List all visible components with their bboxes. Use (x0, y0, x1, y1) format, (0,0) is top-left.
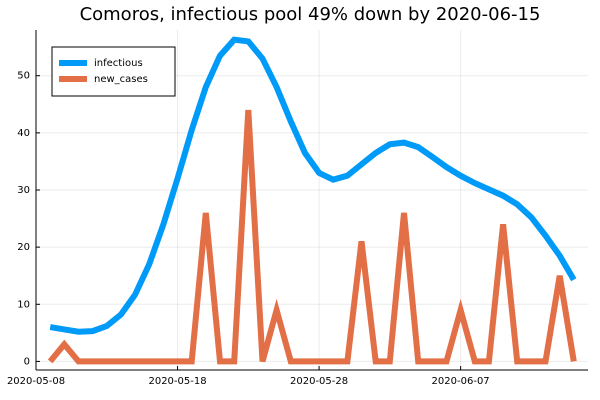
legend-label: new_cases (94, 74, 148, 85)
y-tick-label: 10 (17, 299, 30, 310)
legend-label: infectious (94, 58, 143, 69)
y-tick-label: 40 (17, 128, 30, 139)
y-tick-label: 0 (24, 356, 30, 367)
line-series (47, 109, 577, 365)
y-tick-label: 50 (17, 71, 30, 82)
legend-box (51, 46, 176, 97)
y-tick-label: 30 (17, 185, 30, 196)
y-tick-label: 20 (17, 242, 30, 253)
chart-title: Comoros, infectious pool 49% down by 202… (80, 4, 541, 25)
x-tick-label: 2020-05-08 (7, 376, 65, 387)
x-tick-label: 2020-05-28 (290, 376, 348, 387)
line-series (49, 36, 577, 335)
x-tick-label: 2020-06-07 (432, 376, 490, 387)
x-tick-label: 2020-05-18 (148, 376, 206, 387)
